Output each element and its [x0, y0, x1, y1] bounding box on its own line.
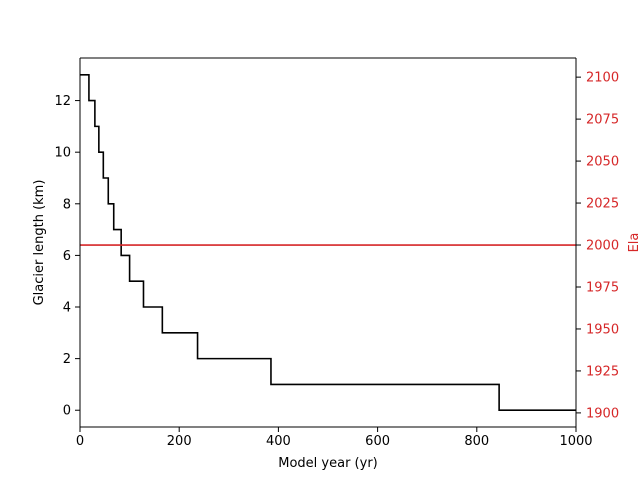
plot-area — [80, 73, 576, 412]
glacier-length-line — [80, 73, 576, 412]
y-tick-label: 4 — [63, 301, 71, 316]
axes: 0 200 400 600 800 1000 0 2 4 6 8 10 12 1900 1925 1950 19… — [54, 57, 619, 449]
y2-tick-label: 1975 — [586, 280, 619, 295]
x-tick-label: 800 — [464, 434, 489, 449]
y2-tick-label: 2075 — [586, 113, 619, 128]
x-tick-label: 0 — [76, 434, 84, 449]
x-axis-title: Model year (yr) — [278, 456, 377, 471]
y-tick-label: 6 — [63, 249, 71, 264]
y-tick-label: 12 — [54, 94, 71, 109]
y-axis-title: Glacier length (km) — [32, 180, 47, 306]
y2-tick-label: 1950 — [586, 322, 619, 337]
y2-tick-label: 2000 — [586, 239, 619, 254]
y2-tick-label: 2100 — [586, 71, 619, 86]
x-tick-label: 1000 — [559, 434, 592, 449]
y-tick-label: 10 — [54, 146, 71, 161]
y-tick-label: 2 — [63, 352, 71, 367]
y2-tick-label: 1900 — [586, 406, 619, 421]
y2-tick-label: 1925 — [586, 364, 619, 379]
x-tick-label: 400 — [266, 434, 291, 449]
x-tick-label: 200 — [167, 434, 192, 449]
y2-tick-label: 2050 — [586, 155, 619, 170]
y-tick-label: 0 — [63, 404, 71, 419]
x-tick-label: 600 — [365, 434, 390, 449]
y2-axis-title: Ela — [627, 233, 640, 253]
y2-tick-label: 2025 — [586, 197, 619, 212]
y-tick-label: 8 — [63, 197, 71, 212]
